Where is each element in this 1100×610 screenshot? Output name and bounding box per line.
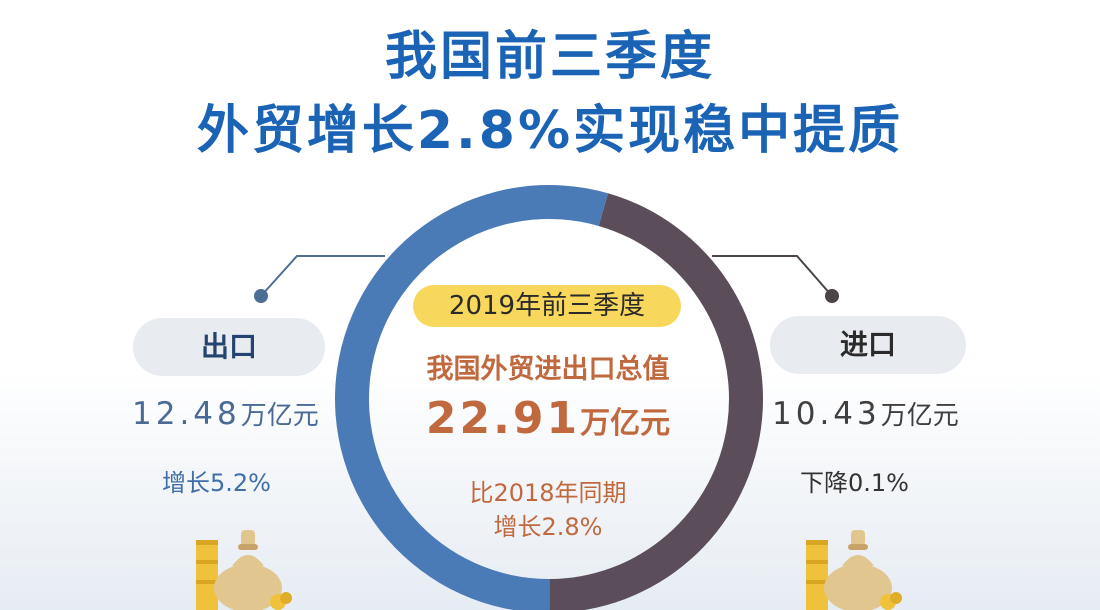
year-over-year-note: 比2018年同期 增长2.8% bbox=[380, 476, 716, 544]
export-connector-dot bbox=[254, 289, 268, 303]
export-segment bbox=[335, 185, 608, 610]
export-label-pill: 出口 bbox=[133, 318, 325, 376]
export-connector-line bbox=[260, 255, 385, 297]
money-bag-icon bbox=[806, 530, 902, 610]
total-value: 22.91 bbox=[425, 393, 581, 444]
import-connector-dot bbox=[825, 289, 839, 303]
money-bag-icon bbox=[196, 530, 292, 610]
import-connector-line bbox=[712, 255, 833, 297]
title-line-2: 外贸增长2.8%实现稳中提质 bbox=[196, 101, 904, 161]
import-label-pill: 进口 bbox=[770, 316, 966, 374]
compare-line-1: 比2018年同期 bbox=[469, 479, 627, 507]
export-unit: 万亿元 bbox=[240, 401, 319, 431]
total-label: 我国外贸进出口总值 bbox=[426, 354, 670, 385]
import-unit: 万亿元 bbox=[880, 401, 959, 431]
export-change: 增长5.2% bbox=[162, 469, 271, 497]
compare-line-2: 增长2.8% bbox=[493, 513, 603, 541]
background-fade bbox=[0, 370, 1100, 610]
export-amount: 12.48万亿元 bbox=[132, 395, 319, 432]
import-segment bbox=[549, 193, 764, 610]
title-line-1: 我国前三季度 bbox=[384, 27, 715, 87]
export-value: 12.48 bbox=[132, 396, 241, 432]
connector-lines bbox=[254, 255, 839, 303]
import-value: 10.43 bbox=[772, 396, 881, 432]
total-unit: 万亿元 bbox=[580, 406, 671, 441]
import-change: 下降0.1% bbox=[800, 469, 909, 497]
period-badge: 2019年前三季度 bbox=[413, 285, 681, 327]
import-amount: 10.43万亿元 bbox=[772, 395, 959, 432]
total-amount: 22.91万亿元 bbox=[380, 393, 716, 444]
